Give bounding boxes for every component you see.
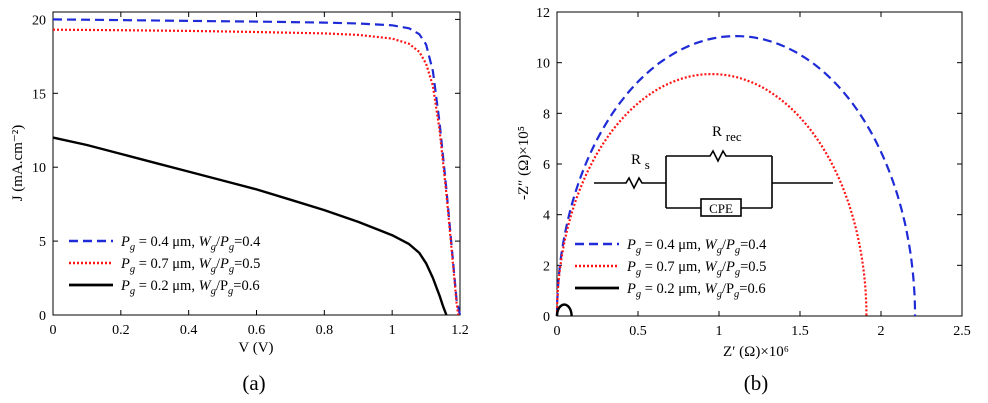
legend-b: Pg = 0.4 μm, Wg/Pg=0.4 Pg = 0.7 μm, Wg/Pg… xyxy=(575,237,767,300)
x-tick-label: 0.8 xyxy=(316,323,334,338)
x-axis-label-b: Z′ (Ω)×10⁶ xyxy=(723,344,789,360)
x-tick-label: 1 xyxy=(389,323,396,338)
series-lines-a xyxy=(52,18,462,316)
equivalent-circuit-inset xyxy=(594,149,833,217)
y-tick-label: 6 xyxy=(543,158,550,173)
y-tick-label: 12 xyxy=(536,6,550,21)
series-line xyxy=(555,34,917,317)
tick-labels-a: 0 0.2 0.4 0.6 0.8 1 1.2 0 5 10 15 20 xyxy=(32,13,469,338)
panel-label-b: (b) xyxy=(744,371,769,395)
cpe-element xyxy=(700,198,742,217)
x-tick-label: 1 xyxy=(716,324,723,339)
y-tick-label: 10 xyxy=(32,161,46,176)
series-line xyxy=(555,303,573,316)
y-axis-label-a: J (mA.cm⁻²) xyxy=(10,125,26,202)
legend-a: Pg = 0.4 μm, Wg/Pg=0.4 Pg = 0.7 μm, Wg/Pg… xyxy=(69,234,261,297)
legend-entry: Pg = 0.2 μm, Wg/Pg=0.6 xyxy=(120,278,260,297)
x-tick-label: 2 xyxy=(878,324,885,339)
legend-entry: Pg = 0.4 μm, Wg/Pg=0.4 xyxy=(120,234,261,253)
panel-b: 0 0.5 1 1.5 2 2.5 0 2 4 6 8 10 12 Z′ (Ω)×10⁶ -Z″ (Ω)… xyxy=(516,6,971,395)
legend-entry: Pg = 0.4 μm, Wg/Pg=0.4 xyxy=(626,237,767,256)
legend-entry: Pg = 0.2 μm, Wg/Pg=0.6 xyxy=(626,281,766,300)
cpe-label: CPE xyxy=(709,201,733,216)
y-tick-label: 5 xyxy=(39,235,46,250)
y-tick-label: 4 xyxy=(543,209,550,224)
y-tick-label: 0 xyxy=(543,310,550,325)
x-tick-label: 2.5 xyxy=(953,324,971,339)
tick-labels-b: 0 0.5 1 1.5 2 2.5 0 2 4 6 8 10 12 xyxy=(536,6,971,339)
rs-label: R s xyxy=(631,152,650,172)
y-tick-label: 0 xyxy=(39,309,46,324)
x-tick-label: 1.5 xyxy=(791,324,809,339)
x-tick-label: 0.6 xyxy=(248,323,266,338)
x-tick-label: 0 xyxy=(50,323,57,338)
x-tick-label: 1.2 xyxy=(451,323,469,338)
x-tick-label: 0.2 xyxy=(112,323,130,338)
y-tick-label: 8 xyxy=(543,107,550,122)
rrec-label: R rec xyxy=(712,124,742,144)
y-tick-label: 10 xyxy=(536,57,550,72)
y-tick-label: 15 xyxy=(32,87,46,102)
legend-entry: Pg = 0.7 μm, Wg/Pg=0.5 xyxy=(120,256,260,275)
series-line xyxy=(555,73,868,317)
x-tick-label: 0.5 xyxy=(629,324,647,339)
y-axis-label-b: -Z″ (Ω)×10⁵ xyxy=(516,126,532,200)
y-tick-label: 20 xyxy=(32,13,46,28)
x-tick-label: 0.4 xyxy=(180,323,198,338)
series-lines-b xyxy=(555,34,917,317)
panel-label-a: (a) xyxy=(242,371,265,395)
panel-a: 0 0.2 0.4 0.6 0.8 1 1.2 0 5 10 15 20 V (V) J (mA.cm… xyxy=(10,11,469,395)
x-axis-label-a: V (V) xyxy=(238,340,273,356)
legend-entry: Pg = 0.7 μm, Wg/Pg=0.5 xyxy=(626,259,766,278)
series-line xyxy=(52,136,448,316)
x-tick-label: 0 xyxy=(554,324,561,339)
circuit-wires xyxy=(594,149,833,209)
series-line xyxy=(52,28,460,316)
y-tick-label: 2 xyxy=(543,259,550,274)
